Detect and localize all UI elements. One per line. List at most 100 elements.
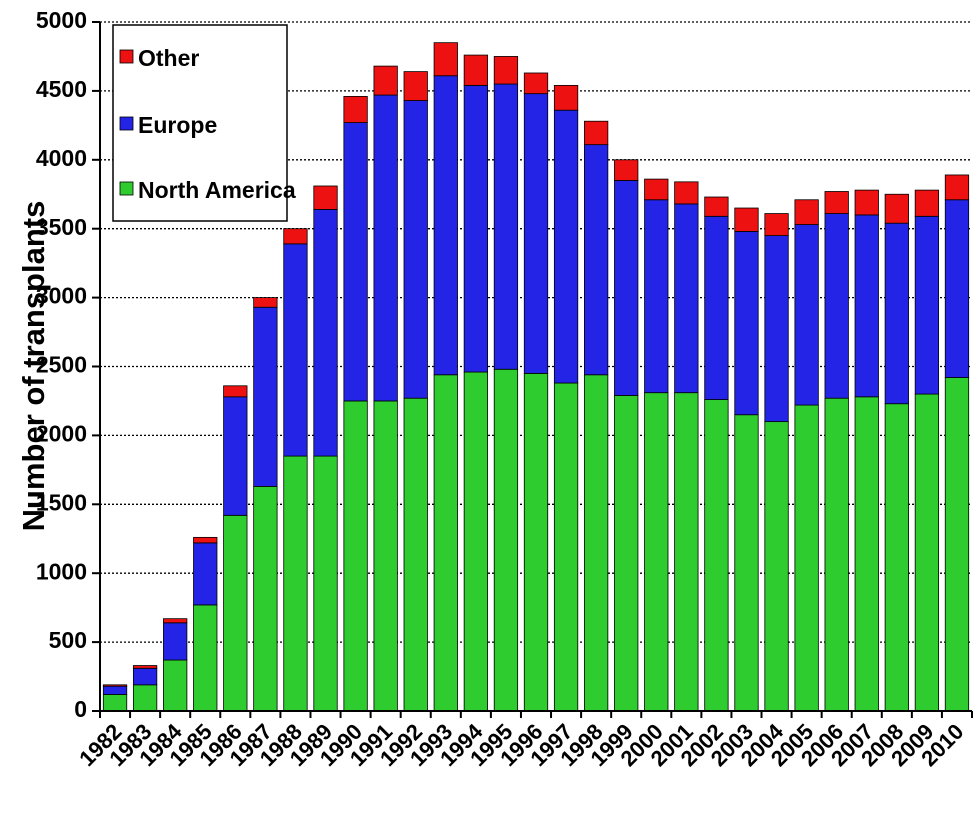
bar-europe-2006 bbox=[824, 213, 849, 399]
legend: Other Europe North America bbox=[112, 24, 296, 222]
bar-north-america-1992 bbox=[403, 397, 428, 712]
bar-europe-2007 bbox=[854, 214, 879, 398]
bar-other-2008 bbox=[884, 193, 909, 224]
bar-other-1984 bbox=[163, 618, 188, 624]
legend-label-europe: Europe bbox=[138, 112, 217, 138]
bar-europe-1999 bbox=[614, 180, 639, 396]
bar-other-1990 bbox=[343, 96, 368, 123]
y-tick-label: 4000 bbox=[36, 145, 87, 171]
bar-europe-1995 bbox=[493, 83, 519, 370]
bar-north-america-2000 bbox=[644, 392, 669, 712]
bar-other-1988 bbox=[283, 228, 308, 245]
bar-north-america-1982 bbox=[102, 694, 128, 712]
bar-other-1982 bbox=[102, 684, 128, 687]
bar-north-america-2002 bbox=[704, 399, 729, 712]
bar-europe-2003 bbox=[734, 231, 759, 416]
bar-europe-2000 bbox=[644, 199, 669, 394]
bar-europe-1982 bbox=[102, 685, 128, 695]
bar-other-1983 bbox=[132, 665, 158, 669]
bar-north-america-2008 bbox=[884, 403, 909, 712]
bar-other-1993 bbox=[433, 42, 458, 77]
bar-europe-1988 bbox=[283, 243, 308, 457]
y-tick-label: 1000 bbox=[36, 558, 87, 584]
y-ticks: 0 500 1000 1500 2000 2500 3000 3500 4000 4500 5000 bbox=[36, 7, 100, 722]
bar-other-2002 bbox=[704, 196, 729, 217]
y-tick-label: 2000 bbox=[36, 420, 87, 446]
bar-north-america-1989 bbox=[313, 455, 338, 712]
bar-europe-2002 bbox=[704, 215, 729, 400]
bar-europe-1986 bbox=[223, 396, 248, 516]
y-tick-label: 0 bbox=[74, 696, 87, 722]
y-tick-label: 3000 bbox=[36, 283, 87, 309]
bar-north-america-2010 bbox=[944, 377, 970, 712]
legend-swatch-other bbox=[119, 49, 134, 64]
y-tick-label: 500 bbox=[49, 627, 87, 653]
bar-north-america-1987 bbox=[253, 485, 278, 712]
y-tick-label: 2500 bbox=[36, 352, 87, 378]
bar-north-america-1999 bbox=[614, 395, 639, 712]
bar-north-america-2004 bbox=[764, 421, 789, 712]
bar-europe-1985 bbox=[193, 542, 218, 606]
bar-other-2006 bbox=[824, 191, 849, 214]
bar-other-1998 bbox=[584, 120, 609, 146]
bar-other-1992 bbox=[403, 71, 428, 101]
bar-other-1985 bbox=[193, 536, 218, 544]
bar-north-america-1985 bbox=[193, 604, 218, 712]
y-tick-label: 5000 bbox=[36, 7, 87, 33]
x-ticks: 1982198319841985198619871988198919901991… bbox=[74, 711, 973, 771]
bar-other-1987 bbox=[253, 297, 278, 308]
bar-north-america-1988 bbox=[283, 455, 308, 712]
bar-north-america-2003 bbox=[734, 414, 759, 712]
bar-north-america-1993 bbox=[433, 374, 458, 712]
bar-north-america-1986 bbox=[223, 514, 248, 712]
bar-europe-2008 bbox=[884, 222, 909, 405]
legend-swatch-north-america bbox=[119, 181, 134, 196]
bars bbox=[102, 42, 970, 712]
bar-other-1989 bbox=[313, 185, 338, 210]
bar-north-america-1990 bbox=[343, 400, 368, 712]
bar-other-2009 bbox=[914, 189, 940, 217]
bar-europe-1987 bbox=[253, 306, 278, 487]
bar-europe-1994 bbox=[463, 84, 488, 373]
bar-other-1999 bbox=[614, 159, 639, 181]
bar-europe-2005 bbox=[794, 224, 819, 406]
bar-north-america-2001 bbox=[674, 392, 699, 712]
legend-swatch-europe bbox=[119, 116, 134, 131]
bar-north-america-1998 bbox=[584, 374, 609, 712]
bar-europe-1989 bbox=[313, 209, 338, 457]
bar-north-america-2005 bbox=[794, 404, 819, 712]
bar-other-2003 bbox=[734, 207, 759, 232]
bar-other-1997 bbox=[553, 84, 579, 111]
bar-europe-1992 bbox=[403, 100, 428, 399]
bar-europe-1996 bbox=[523, 93, 549, 374]
bar-europe-2010 bbox=[944, 199, 970, 378]
bar-other-2010 bbox=[944, 174, 970, 201]
bar-other-2004 bbox=[764, 213, 789, 236]
bar-north-america-1994 bbox=[463, 371, 488, 712]
bar-europe-1990 bbox=[343, 122, 368, 402]
bar-other-1994 bbox=[463, 54, 488, 86]
y-axis-title: Number of transplants bbox=[16, 201, 51, 532]
y-tick-label: 4500 bbox=[36, 76, 87, 102]
bar-north-america-1997 bbox=[553, 382, 579, 712]
bar-europe-2004 bbox=[764, 235, 789, 423]
bar-north-america-1996 bbox=[523, 372, 549, 712]
bar-north-america-2007 bbox=[854, 396, 879, 712]
legend-box bbox=[112, 24, 288, 222]
y-tick-label: 3500 bbox=[36, 214, 87, 240]
bar-europe-1991 bbox=[373, 94, 398, 402]
bar-north-america-1991 bbox=[373, 400, 398, 712]
bar-other-1986 bbox=[223, 385, 248, 398]
bar-other-1995 bbox=[493, 56, 519, 85]
bar-other-2000 bbox=[644, 178, 669, 201]
bar-other-1991 bbox=[373, 65, 398, 96]
bar-north-america-1995 bbox=[493, 368, 519, 712]
y-tick-label: 1500 bbox=[36, 489, 87, 515]
bar-other-2001 bbox=[674, 181, 699, 205]
bar-north-america-2009 bbox=[914, 393, 940, 712]
bar-europe-1984 bbox=[163, 622, 188, 661]
bar-europe-2009 bbox=[914, 215, 940, 395]
bar-europe-1983 bbox=[132, 667, 158, 686]
bar-north-america-1984 bbox=[163, 659, 188, 712]
